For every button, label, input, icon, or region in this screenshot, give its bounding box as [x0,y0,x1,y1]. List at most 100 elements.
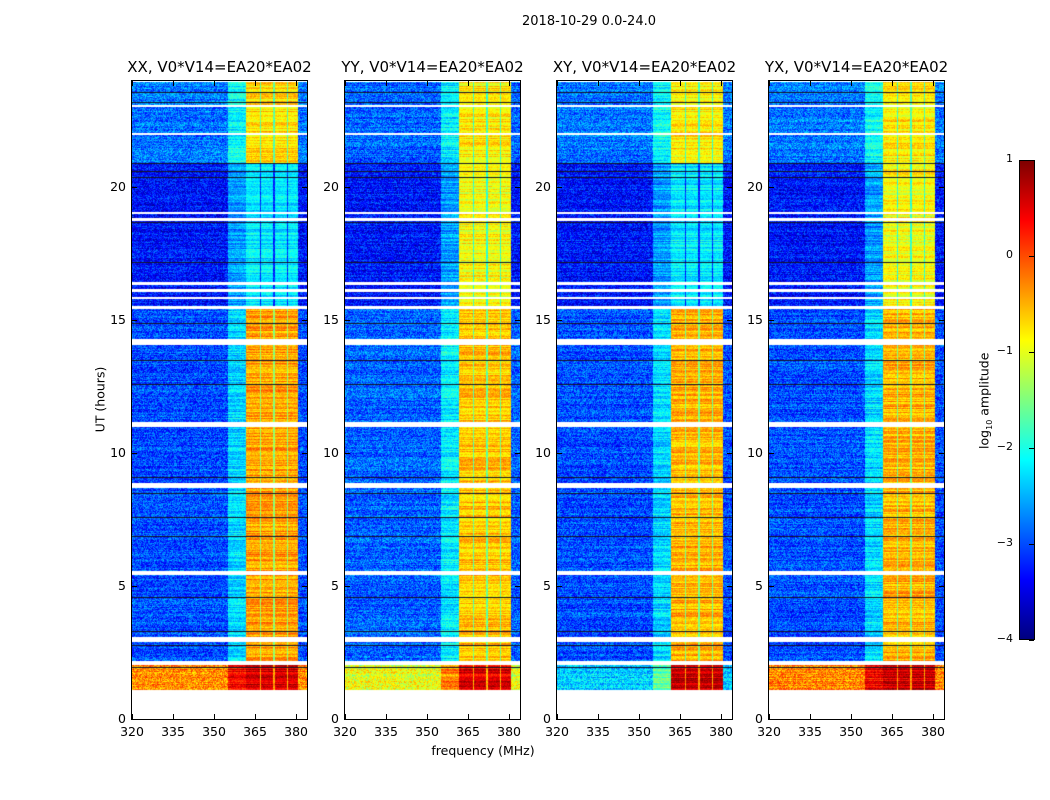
y-tick-mark-right [302,586,307,588]
x-tick-mark [639,714,641,719]
y-tick-label: 15 [535,312,551,328]
x-tick-mark-top [598,81,600,86]
x-tick-mark-top [468,81,470,86]
y-tick-label: 20 [110,179,126,195]
y-tick-mark [769,187,774,189]
y-tick-mark [557,187,562,189]
x-tick-mark-top [427,81,429,86]
y-tick-mark-right [939,453,944,455]
x-tick-mark [933,714,935,719]
x-tick-mark-top [892,81,894,86]
x-tick-mark-top [721,81,723,86]
heatmap-panel [556,80,733,720]
x-tick-label: 365 [880,724,904,739]
colorbar-tick-mark [1029,352,1034,353]
colorbar-tick-label: −2 [996,440,1013,453]
figure-title: 2018-10-29 0.0-24.0 [522,14,656,29]
x-tick-label: 335 [586,724,610,739]
heatmap-panel [768,80,945,720]
y-tick-label: 0 [118,711,126,726]
x-tick-mark [214,714,216,719]
x-tick-mark [851,714,853,719]
y-tick-mark-right [727,453,732,455]
x-axis-label: frequency (MHz) [431,743,535,758]
y-tick-mark [345,586,350,588]
x-tick-mark-top [173,81,175,86]
y-tick-mark [345,187,350,189]
y-tick-mark [132,453,137,455]
x-tick-mark [468,714,470,719]
colorbar-tick-label: 1 [1006,152,1013,165]
colorbar-tick-label: 0 [1006,248,1013,261]
x-tick-mark [598,714,600,719]
colorbar-tick-label: −3 [996,536,1013,549]
x-tick-mark-top [680,81,682,86]
x-tick-mark [345,714,346,719]
x-tick-mark [509,714,511,719]
y-tick-label: 5 [543,578,551,594]
x-tick-label: 320 [333,724,357,739]
y-tick-label: 10 [323,445,339,461]
y-tick-mark [557,586,562,588]
colorbar-label-amplitude: amplitude [976,352,992,420]
x-tick-mark [557,714,558,719]
x-tick-label: 350 [839,724,863,739]
x-tick-mark-top [810,81,812,86]
y-tick-mark-right [515,320,520,322]
x-tick-mark-top [557,81,558,86]
colorbar-label: log10 amplitude [976,331,994,471]
x-tick-label: 320 [757,724,781,739]
y-tick-mark [132,187,137,189]
panel-title: XY, V0*V14=EA20*EA02 [552,58,737,76]
y-tick-mark [345,453,350,455]
y-tick-mark [769,719,774,720]
y-tick-mark-right [302,187,307,189]
y-tick-mark-right [939,719,944,720]
y-tick-mark [557,453,562,455]
y-tick-mark-right [727,320,732,322]
y-tick-mark [769,320,774,322]
y-tick-mark-right [515,719,520,720]
x-tick-label: 320 [120,724,144,739]
y-tick-label: 10 [747,445,763,461]
x-tick-mark [680,714,682,719]
colorbar-tick-mark [1029,448,1034,449]
x-tick-mark-top [132,81,133,86]
colorbar-tick-mark [1029,160,1034,161]
heatmap-image [557,81,732,719]
y-tick-label: 5 [118,578,126,594]
colorbar-tick-mark [1029,640,1034,641]
heatmap-panel [344,80,521,720]
x-tick-label: 335 [374,724,398,739]
x-tick-mark-top [255,81,257,86]
x-tick-label: 350 [415,724,439,739]
x-tick-label: 350 [627,724,651,739]
colorbar-label-log: log [976,429,992,449]
x-tick-mark [296,714,298,719]
x-tick-mark [255,714,257,719]
y-tick-label: 5 [331,578,339,594]
y-tick-label: 0 [331,711,339,726]
y-tick-mark [769,586,774,588]
x-tick-label: 365 [243,724,267,739]
y-tick-label: 20 [323,179,339,195]
x-tick-mark-top [851,81,853,86]
x-tick-mark-top [345,81,346,86]
x-tick-label: 380 [497,724,521,739]
x-tick-label: 335 [798,724,822,739]
x-tick-label: 365 [456,724,480,739]
heatmap-image [769,81,944,719]
x-tick-label: 380 [284,724,308,739]
x-tick-label: 320 [545,724,569,739]
x-tick-label: 335 [161,724,185,739]
x-tick-label: 350 [202,724,226,739]
x-tick-mark [386,714,388,719]
y-tick-mark-right [727,187,732,189]
y-tick-label: 15 [110,312,126,328]
x-tick-mark-top [933,81,935,86]
x-tick-label: 380 [709,724,733,739]
heatmap-panel [131,80,308,720]
x-tick-mark-top [386,81,388,86]
y-axis-label: UT (hours) [92,366,108,433]
x-tick-mark [132,714,133,719]
